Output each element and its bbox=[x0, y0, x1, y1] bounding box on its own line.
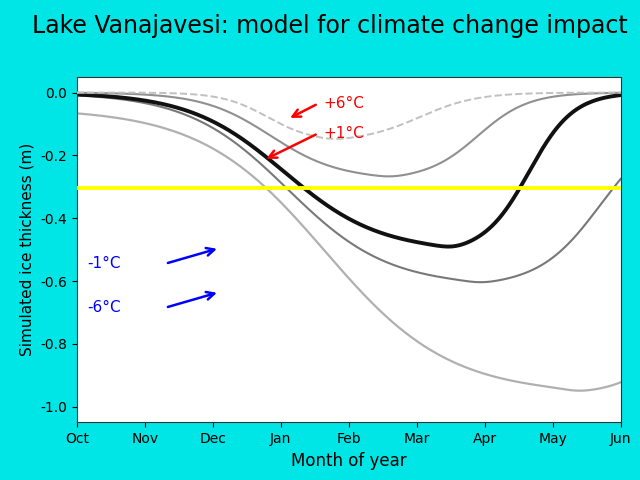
Text: Lake Vanajavesi: model for climate change impact: Lake Vanajavesi: model for climate chang… bbox=[32, 14, 628, 38]
Text: -1°C: -1°C bbox=[87, 256, 120, 271]
Text: +1°C: +1°C bbox=[324, 126, 364, 141]
Text: +6°C: +6°C bbox=[324, 96, 365, 111]
X-axis label: Month of year: Month of year bbox=[291, 452, 406, 469]
Text: -6°C: -6°C bbox=[87, 300, 120, 315]
Y-axis label: Simulated ice thickness (m): Simulated ice thickness (m) bbox=[20, 143, 35, 356]
